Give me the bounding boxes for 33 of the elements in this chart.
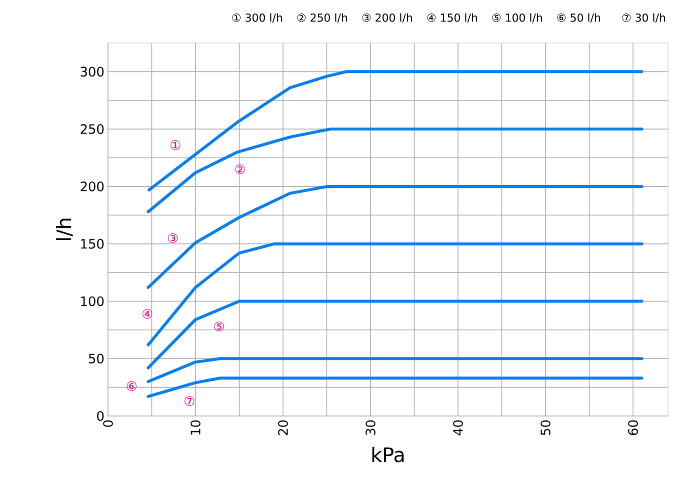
line-series	[148, 70, 644, 192]
x-tick-label: 10	[190, 420, 200, 435]
series-label: ⑤	[214, 322, 224, 332]
series-label: ⑦	[184, 396, 194, 406]
line-series	[146, 128, 644, 214]
text: ④ 150 l/h	[427, 13, 477, 23]
x-tick-label: 60	[628, 420, 638, 436]
y-axis-title: l/h	[56, 218, 73, 240]
text: ③ 200 l/h	[362, 13, 412, 23]
text: ⑥ 50 l/h	[557, 13, 600, 23]
x-tick-label: 0	[103, 420, 113, 427]
x-tick-label: 30	[366, 420, 376, 435]
text: ① 300 l/h	[232, 13, 282, 23]
series-label: ③	[168, 233, 178, 243]
y-tick-label: 300	[80, 66, 104, 77]
series-label: ④	[142, 308, 152, 319]
y-tick-label: 100	[81, 296, 104, 306]
text: ⑤ 100 l/h	[492, 13, 542, 23]
series-label: ⑥	[126, 381, 136, 391]
y-tick-label: 0	[97, 411, 104, 421]
y-tick-label: 200	[80, 182, 104, 192]
series-label: ②	[235, 164, 245, 174]
series-label: ①	[170, 140, 180, 150]
x-tick-label: 40	[453, 420, 463, 436]
text: ② 250 l/h	[297, 13, 347, 23]
y-tick-label: 250	[80, 124, 104, 134]
x-tick-label: 20	[278, 420, 288, 436]
x-axis-title: kPa	[372, 446, 404, 462]
y-tick-label: 50	[89, 354, 104, 364]
y-tick-label: 150	[81, 238, 104, 249]
text: ⑦ 30 l/h	[622, 13, 665, 23]
x-tick-label: 50	[540, 420, 550, 435]
line-series	[146, 184, 644, 289]
